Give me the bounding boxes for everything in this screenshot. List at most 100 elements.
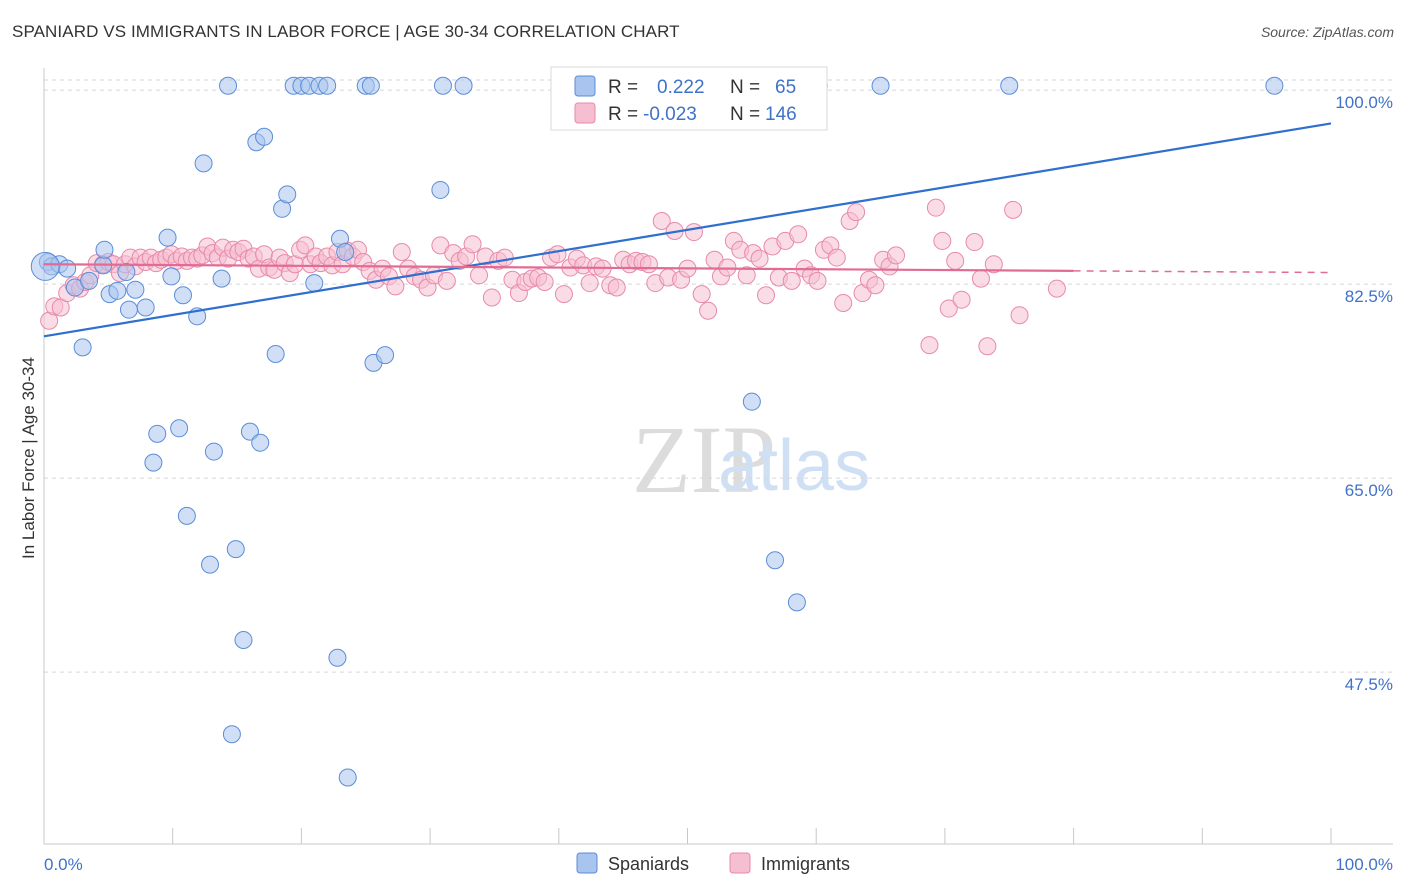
- spaniard-point: [204, 442, 223, 461]
- gridlines: [44, 79, 1393, 673]
- series-legend-label-spaniards: Spaniards: [608, 854, 689, 874]
- spaniard-point: [80, 271, 99, 290]
- watermark-atlas: atlas: [718, 426, 870, 506]
- legend-n-label-2: N =: [730, 104, 760, 125]
- spaniard-point: [1000, 76, 1019, 95]
- spaniard-point: [240, 422, 259, 441]
- immigrant-point: [827, 248, 846, 267]
- immigrant-point: [535, 272, 554, 291]
- immigrants-trend-extension: [1073, 270, 1332, 274]
- x-tick-label-min: 0.0%: [44, 855, 83, 874]
- immigrant-point: [652, 211, 671, 230]
- immigrant-point: [1010, 306, 1029, 325]
- legend-n-value-2: 146: [765, 104, 797, 125]
- series-legend-swatch-immigrants: [729, 852, 751, 874]
- immigrant-point: [984, 255, 1003, 274]
- spaniard-point: [336, 243, 355, 262]
- spaniard-point: [1265, 76, 1284, 95]
- legend-swatch-immigrants: [574, 102, 596, 124]
- spaniard-point: [177, 506, 196, 525]
- immigrant-point: [684, 223, 703, 242]
- immigrant-point: [495, 248, 514, 267]
- spaniard-point: [194, 154, 213, 173]
- chart-title: SPANIARD VS IMMIGRANTS IN LABOR FORCE | …: [12, 22, 680, 41]
- immigrant-point: [866, 276, 885, 295]
- spaniard-point: [173, 286, 192, 305]
- y-tick-label: 82.5%: [1345, 287, 1393, 306]
- spaniard-point: [148, 424, 167, 443]
- legend-n-value-1: 65: [775, 77, 796, 98]
- immigrant-point: [386, 277, 405, 296]
- trend-lines: [43, 122, 1332, 338]
- series-legend-swatch-spaniards: [576, 852, 598, 874]
- immigrant-point: [886, 246, 905, 265]
- spaniard-point: [251, 433, 270, 452]
- immigrant-point: [554, 285, 573, 304]
- spaniard-point-large: [30, 251, 60, 281]
- immigrant-point: [548, 245, 567, 264]
- immigrant-point: [392, 243, 411, 262]
- y-tick-label: 47.5%: [1345, 675, 1393, 694]
- immigrants-points: [40, 198, 1066, 356]
- legend-r-label-2: R =: [608, 104, 638, 125]
- spaniard-point: [766, 551, 785, 570]
- spaniard-point: [212, 269, 231, 288]
- immigrant-point: [470, 266, 489, 285]
- spaniard-point: [266, 345, 285, 364]
- immigrant-point: [639, 255, 658, 274]
- immigrant-point: [920, 336, 939, 355]
- spaniard-point: [219, 76, 238, 95]
- immigrant-point: [971, 269, 990, 288]
- immigrant-point: [808, 271, 827, 290]
- spaniard-point: [73, 338, 92, 357]
- spaniard-point: [119, 300, 138, 319]
- spaniard-point: [338, 768, 357, 787]
- spaniard-point: [234, 631, 253, 650]
- immigrant-point: [965, 233, 984, 252]
- spaniard-point: [226, 540, 245, 559]
- spaniard-point: [361, 76, 380, 95]
- spaniard-point: [454, 76, 473, 95]
- immigrant-point: [926, 198, 945, 217]
- immigrant-point: [1047, 279, 1066, 298]
- spaniard-point: [95, 240, 114, 259]
- immigrant-point: [946, 251, 965, 270]
- spaniard-point: [376, 346, 395, 365]
- legend-r-value-1: 0.222: [657, 77, 705, 98]
- spaniard-point: [305, 274, 324, 293]
- immigrant-point: [782, 271, 801, 290]
- axes: [43, 68, 1393, 845]
- spaniard-point: [871, 76, 890, 95]
- legend-box: [550, 66, 828, 131]
- spaniard-point: [162, 267, 181, 286]
- y-tick-label: 65.0%: [1345, 481, 1393, 500]
- immigrant-point: [757, 286, 776, 305]
- spaniard-point: [158, 228, 177, 247]
- spaniard-point: [201, 555, 220, 574]
- immigrant-point: [978, 337, 997, 356]
- legend-r-label-1: R =: [608, 77, 638, 98]
- immigrant-point: [607, 278, 626, 297]
- spaniard-point: [742, 392, 761, 411]
- spaniard-point: [108, 281, 127, 300]
- immigrants-trend-line: [43, 263, 1074, 272]
- immigrant-point: [750, 249, 769, 268]
- legend-r-value-2: -0.023: [643, 104, 697, 125]
- spaniard-point: [126, 280, 145, 299]
- spaniard-point: [58, 259, 77, 278]
- immigrant-point: [737, 266, 756, 285]
- series-legend: Spaniards Immigrants: [576, 852, 850, 874]
- watermark-zip: ZIP: [632, 406, 776, 513]
- spaniard-point: [170, 419, 189, 438]
- y-axis-label: In Labor Force | Age 30-34: [19, 357, 38, 559]
- spaniard-point: [144, 453, 163, 472]
- spaniard-point: [328, 648, 347, 667]
- legend-swatch-spaniards: [574, 75, 596, 97]
- spaniard-point: [117, 262, 136, 281]
- immigrant-point: [939, 299, 958, 318]
- immigrant-point: [789, 225, 808, 244]
- series-legend-label-immigrants: Immigrants: [761, 854, 850, 874]
- legend-n-label-1: N =: [730, 77, 760, 98]
- immigrant-point: [1004, 200, 1023, 219]
- x-tick-label-max: 100.0%: [1335, 855, 1393, 874]
